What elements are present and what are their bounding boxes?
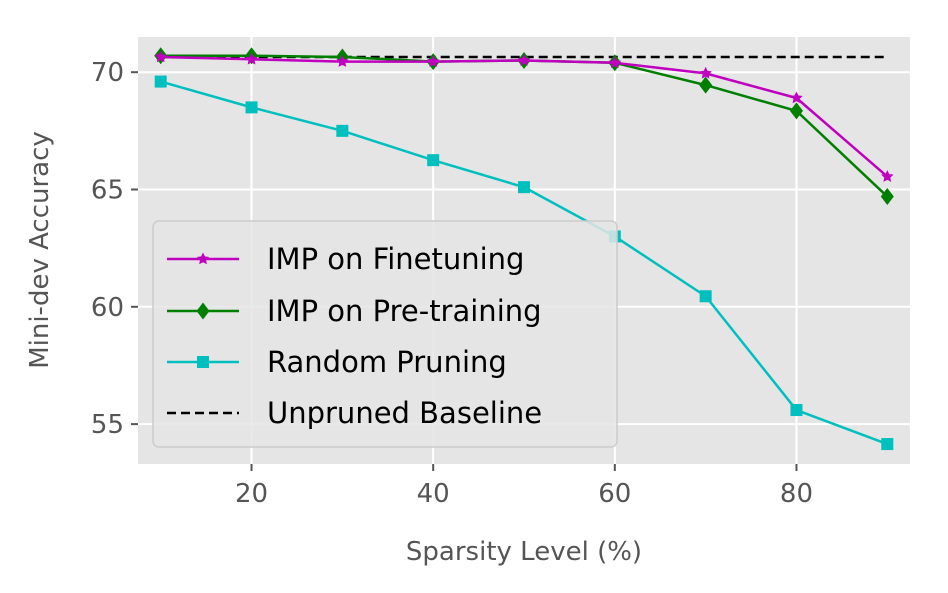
x-tick-label: 60 [598, 479, 631, 509]
data-point [699, 290, 712, 303]
legend-box [152, 220, 618, 448]
data-point [608, 56, 622, 69]
series-imp-on-finetuning [154, 50, 894, 182]
data-point [154, 75, 167, 88]
data-point [245, 52, 258, 65]
data-point [881, 170, 894, 182]
legend-entry: Random Pruning [167, 345, 507, 379]
data-point [197, 356, 209, 368]
data-point [336, 124, 349, 137]
data-point [517, 53, 531, 66]
data-point [518, 181, 530, 194]
y-tick-label: 70 [91, 58, 124, 88]
legend-label: Random Pruning [267, 345, 507, 379]
data-point [699, 76, 713, 94]
y-tick-label: 65 [91, 176, 124, 206]
data-point [196, 302, 210, 320]
axis-ticks: 20 40 60 80 55 60 65 70 [91, 58, 813, 509]
legend-entry: IMP on Pre-training [167, 294, 542, 328]
data-point [881, 438, 894, 451]
data-point [427, 154, 440, 167]
x-tick-label: 80 [780, 479, 813, 509]
data-point [196, 252, 210, 265]
legend-label: IMP on Finetuning [267, 242, 524, 276]
y-axis-label: Mini-dev Accuracy [25, 131, 55, 369]
data-point [699, 66, 712, 79]
legend: IMP on Finetuning IMP on Pre-training Rand… [152, 220, 618, 448]
data-point [880, 188, 894, 206]
legend-label: Unpruned Baseline [267, 396, 542, 430]
data-point [789, 102, 803, 120]
y-tick-label: 60 [91, 293, 124, 323]
legend-entry: Unpruned Baseline [167, 396, 542, 430]
data-point [245, 101, 258, 114]
data-point [336, 55, 349, 67]
data-point [426, 55, 440, 67]
x-tick-label: 40 [417, 479, 450, 509]
y-tick-label: 55 [91, 410, 124, 440]
data-point [154, 50, 167, 63]
legend-entry: IMP on Finetuning [167, 242, 524, 276]
series-random-pruning [154, 75, 894, 451]
x-axis-label: Sparsity Level (%) [406, 537, 642, 567]
x-tick-label: 20 [235, 479, 268, 509]
series-group [154, 47, 894, 451]
data-point [790, 91, 803, 104]
data-point [790, 404, 803, 417]
legend-label: IMP on Pre-training [267, 294, 542, 328]
